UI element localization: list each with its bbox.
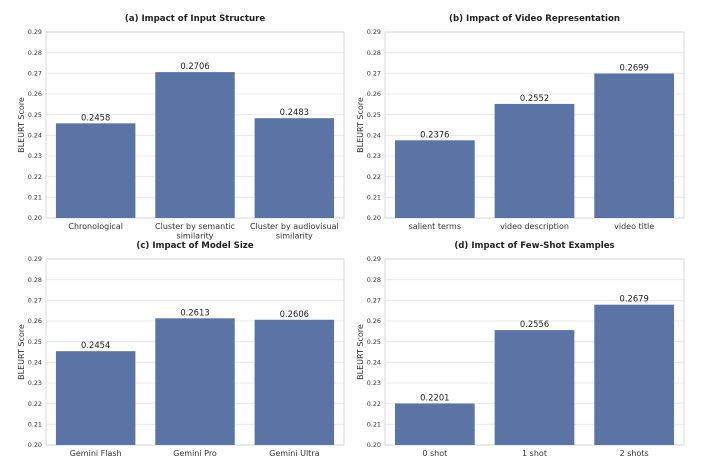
y-tick-label: 0.28 xyxy=(28,276,42,284)
x-tick-label: video title xyxy=(614,222,654,231)
bar-value-label: 0.2679 xyxy=(620,294,649,304)
panel-title: (d) Impact of Few-Shot Examples xyxy=(454,241,614,251)
x-tick-label: 2 shots xyxy=(620,449,649,458)
y-tick-label: 0.24 xyxy=(367,132,381,140)
y-tick-label: 0.24 xyxy=(28,359,42,367)
y-axis-label: BLEURT Score xyxy=(17,324,26,380)
y-tick-label: 0.22 xyxy=(367,173,381,181)
bar xyxy=(155,318,235,445)
y-tick-label: 0.23 xyxy=(367,379,381,387)
bar-value-label: 0.2699 xyxy=(620,63,649,73)
y-tick-label: 0.26 xyxy=(367,90,381,98)
y-tick-label: 0.21 xyxy=(367,194,381,202)
x-tick-label: Gemini Flash xyxy=(70,449,122,458)
bar xyxy=(254,319,335,445)
x-tick-label: 1 shot xyxy=(522,449,547,458)
y-tick-label: 0.21 xyxy=(28,421,42,429)
chart-panel-4: (d) Impact of Few-Shot Examples 0.20 0.21 0… xyxy=(356,241,685,458)
bar xyxy=(254,118,335,218)
x-tick-label: Gemini Ultra xyxy=(269,449,319,458)
y-tick-label: 0.25 xyxy=(367,338,381,346)
bar-value-label: 0.2706 xyxy=(180,61,209,71)
y-axis-label: BLEURT Score xyxy=(356,324,365,380)
y-tick-label: 0.26 xyxy=(367,317,381,325)
panel-title: (b) Impact of Video Representation xyxy=(449,14,620,24)
y-tick-label: 0.27 xyxy=(28,70,42,78)
bar xyxy=(494,103,575,218)
bar xyxy=(594,73,675,218)
bar-value-label: 0.2376 xyxy=(420,129,449,139)
chart-panel-2: (b) Impact of Video Representation 0.20 0.… xyxy=(356,14,685,231)
chart-panel-1: (a) Impact of Input Structure 0.20 0.21 0.2… xyxy=(17,14,345,241)
y-tick-label: 0.20 xyxy=(367,214,381,222)
x-tick-label: similarity xyxy=(276,232,313,241)
y-tick-label: 0.26 xyxy=(28,317,42,325)
chart-panel-3: (c) Impact of Model Size 0.20 0.21 0.22 0.23… xyxy=(17,241,345,458)
bar-value-label: 0.2556 xyxy=(520,319,549,329)
x-tick-label: salient terms xyxy=(409,222,461,231)
y-tick-label: 0.21 xyxy=(28,194,42,202)
bar xyxy=(55,351,136,445)
y-tick-label: 0.20 xyxy=(367,441,381,449)
y-tick-label: 0.29 xyxy=(367,28,381,36)
y-tick-label: 0.25 xyxy=(28,111,42,119)
y-tick-label: 0.20 xyxy=(28,441,42,449)
y-tick-label: 0.20 xyxy=(28,214,42,222)
bar xyxy=(155,72,235,219)
y-axis-label: BLEURT Score xyxy=(356,97,365,153)
panel-title: (a) Impact of Input Structure xyxy=(125,14,265,24)
y-tick-label: 0.26 xyxy=(28,90,42,98)
y-tick-label: 0.29 xyxy=(28,28,42,36)
bar-value-label: 0.2483 xyxy=(280,107,309,117)
y-tick-label: 0.24 xyxy=(367,359,381,367)
bar-value-label: 0.2458 xyxy=(81,112,110,122)
bar-value-label: 0.2606 xyxy=(280,309,309,319)
bar-value-label: 0.2454 xyxy=(81,340,110,350)
y-tick-label: 0.23 xyxy=(367,152,381,160)
bar xyxy=(394,140,475,218)
x-tick-label: similarity xyxy=(177,232,214,241)
y-tick-label: 0.22 xyxy=(367,400,381,408)
y-axis-label: BLEURT Score xyxy=(17,97,26,153)
bar xyxy=(394,403,475,445)
y-tick-label: 0.27 xyxy=(28,297,42,305)
y-tick-label: 0.25 xyxy=(367,111,381,119)
y-tick-label: 0.27 xyxy=(367,297,381,305)
y-tick-label: 0.28 xyxy=(367,49,381,57)
y-tick-label: 0.23 xyxy=(28,152,42,160)
bar-value-label: 0.2552 xyxy=(520,93,549,103)
panel-title: (c) Impact of Model Size xyxy=(136,241,253,251)
y-tick-label: 0.28 xyxy=(28,49,42,57)
x-tick-label: Gemini Pro xyxy=(173,449,217,458)
x-tick-label: Cluster by audiovisual xyxy=(250,222,339,231)
y-tick-label: 0.25 xyxy=(28,338,42,346)
y-tick-label: 0.28 xyxy=(367,276,381,284)
x-tick-label: 0 shot xyxy=(422,449,447,458)
y-tick-label: 0.29 xyxy=(367,255,381,263)
x-tick-label: Cluster by semantic xyxy=(155,222,235,231)
y-tick-label: 0.29 xyxy=(28,255,42,263)
y-tick-label: 0.21 xyxy=(367,421,381,429)
y-tick-label: 0.23 xyxy=(28,379,42,387)
y-tick-label: 0.27 xyxy=(367,70,381,78)
bar-value-label: 0.2613 xyxy=(180,307,209,317)
bar xyxy=(55,123,136,218)
y-tick-label: 0.22 xyxy=(28,173,42,181)
y-tick-label: 0.22 xyxy=(28,400,42,408)
x-tick-label: video description xyxy=(500,222,569,231)
bar xyxy=(594,304,675,445)
y-tick-label: 0.24 xyxy=(28,132,42,140)
bar xyxy=(494,330,575,445)
bar-value-label: 0.2201 xyxy=(420,392,449,402)
x-tick-label: Chronological xyxy=(68,222,123,231)
